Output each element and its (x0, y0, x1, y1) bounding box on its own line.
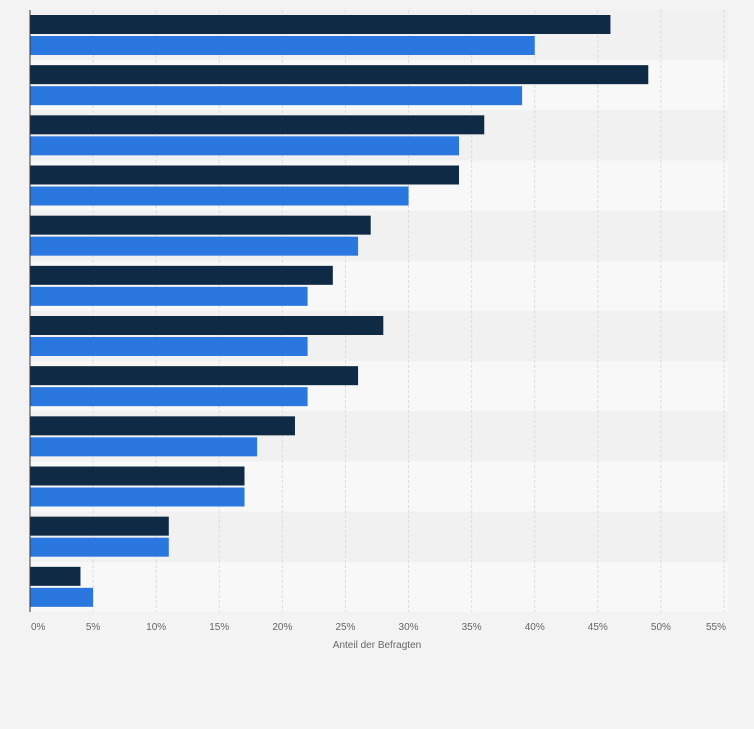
bar-series2-row8 (30, 387, 308, 407)
bar-series2-row5 (30, 236, 359, 256)
bar-series2-row3 (30, 136, 460, 156)
x-tick-label-30: 30% (399, 622, 419, 633)
x-tick-label-25: 25% (335, 622, 355, 633)
bar-series1-row11 (30, 516, 169, 536)
category-band-12 (30, 561, 728, 612)
x-tick-label-5: 5% (86, 622, 101, 633)
bar-series1-row7 (30, 316, 384, 335)
bar-series1-row3 (30, 115, 485, 135)
gridlines (92, 10, 725, 612)
x-tick-label-15: 15% (209, 622, 229, 633)
bar-series2-row4 (30, 186, 409, 206)
bars (30, 15, 649, 607)
bar-series1-row6 (30, 265, 333, 285)
x-tick-label-35: 35% (462, 622, 482, 633)
bar-series1-row9 (30, 416, 295, 436)
x-tick-label-0: 0% (31, 622, 46, 633)
bar-series1-row8 (30, 366, 359, 386)
bar-series2-row9 (30, 437, 258, 457)
bar-series1-row5 (30, 215, 371, 235)
bar-series2-row11 (30, 537, 169, 557)
bar-series2-row1 (30, 36, 535, 55)
bar-series2-row6 (30, 286, 308, 306)
x-tick-labels: 0% 5% 10% 15% 20% 25% 30% 35% 40% 45% 50% 55% (31, 622, 726, 633)
x-axis-title: Anteil der Befragten (333, 640, 421, 651)
bar-series2-row7 (30, 337, 308, 356)
bar-series1-row12 (30, 566, 81, 586)
x-tick-label-45: 45% (588, 622, 608, 633)
bar-series2-row10 (30, 487, 245, 507)
bar-series2-row2 (30, 86, 523, 106)
bar-series1-row10 (30, 466, 245, 486)
x-tick-label-10: 10% (146, 622, 166, 633)
x-tick-label-40: 40% (525, 622, 545, 633)
bar-series1-row2 (30, 65, 649, 85)
bar-series2-row12 (30, 587, 94, 607)
x-tick-label-20: 20% (272, 622, 292, 633)
bar-series1-row1 (30, 15, 611, 34)
x-tick-label-50: 50% (651, 622, 671, 633)
bar-series1-row4 (30, 165, 460, 185)
x-tick-label-55: 55% (706, 622, 726, 633)
